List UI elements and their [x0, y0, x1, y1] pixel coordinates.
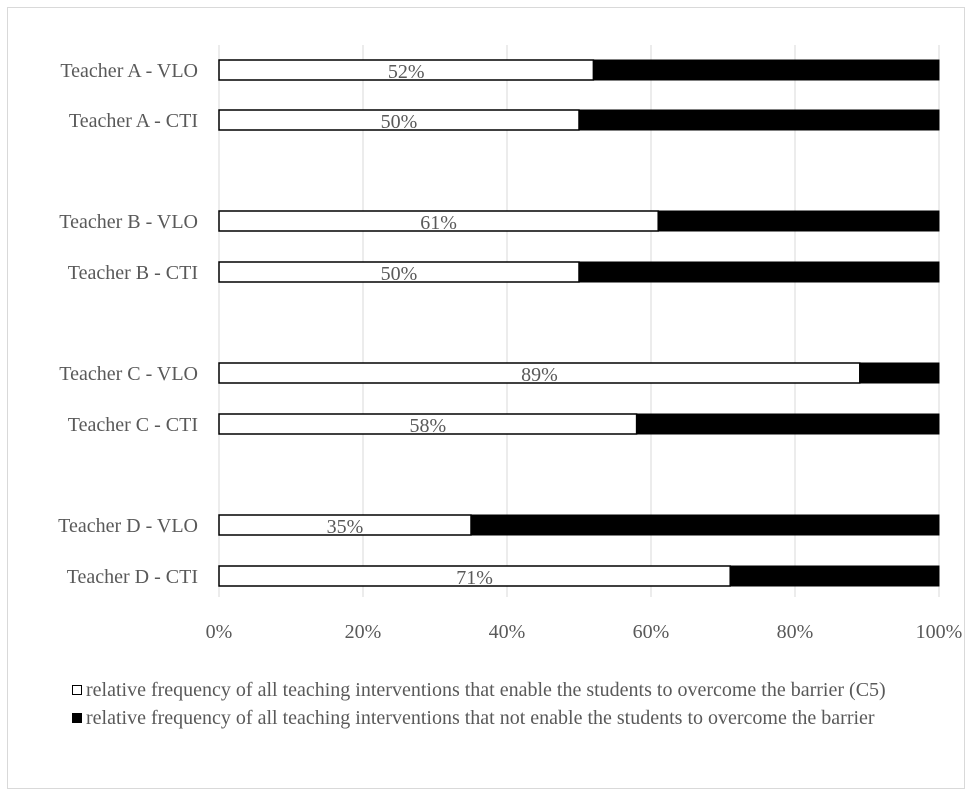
bar-not-enable	[859, 362, 940, 384]
bar-not-enable	[578, 109, 940, 131]
category-label: Teacher B - VLO	[59, 211, 198, 233]
labels: 0% 20% 40% 60% 80% 100% 52% Teacher A - VLO 50% T…	[58, 60, 962, 643]
chart-frame	[7, 7, 965, 789]
category-label: Teacher D - CTI	[67, 566, 198, 588]
category-label: Teacher A - CTI	[69, 110, 198, 132]
bar-not-enable	[636, 413, 940, 435]
x-tick-label: 100%	[916, 621, 963, 643]
category-label: Teacher C - VLO	[59, 363, 198, 385]
bar-not-enable	[470, 514, 940, 536]
data-label: 58%	[409, 415, 446, 437]
category-label: Teacher A - VLO	[60, 60, 198, 82]
category-label: Teacher C - CTI	[68, 414, 198, 436]
bars	[218, 59, 940, 587]
bar-not-enable	[729, 565, 940, 587]
data-label: 35%	[327, 516, 364, 538]
data-label: 89%	[521, 364, 558, 386]
x-tick-label: 60%	[633, 621, 670, 643]
category-label: Teacher B - CTI	[68, 262, 198, 284]
bar-not-enable	[578, 261, 940, 283]
data-label: 71%	[456, 567, 493, 589]
data-label: 50%	[381, 111, 418, 133]
x-tick-label: 20%	[345, 621, 382, 643]
legend-label-enable: relative frequency of all teaching inter…	[86, 679, 886, 701]
bar-not-enable	[657, 210, 940, 232]
x-tick-label: 40%	[489, 621, 526, 643]
gridlines	[218, 45, 940, 597]
legend: relative frequency of all teaching inter…	[72, 678, 942, 734]
data-label: 52%	[388, 61, 425, 83]
legend-swatch-black	[72, 713, 82, 723]
legend-item-enable: relative frequency of all teaching inter…	[72, 678, 942, 703]
x-tick-label: 0%	[206, 621, 233, 643]
data-label: 50%	[381, 263, 418, 285]
data-label: 61%	[420, 212, 457, 234]
bar-not-enable	[592, 59, 940, 81]
legend-label-not-enable: relative frequency of all teaching inter…	[86, 707, 875, 729]
legend-swatch-white	[72, 685, 82, 695]
x-tick-label: 80%	[777, 621, 814, 643]
category-label: Teacher D - VLO	[58, 515, 198, 537]
legend-item-not-enable: relative frequency of all teaching inter…	[72, 706, 942, 731]
